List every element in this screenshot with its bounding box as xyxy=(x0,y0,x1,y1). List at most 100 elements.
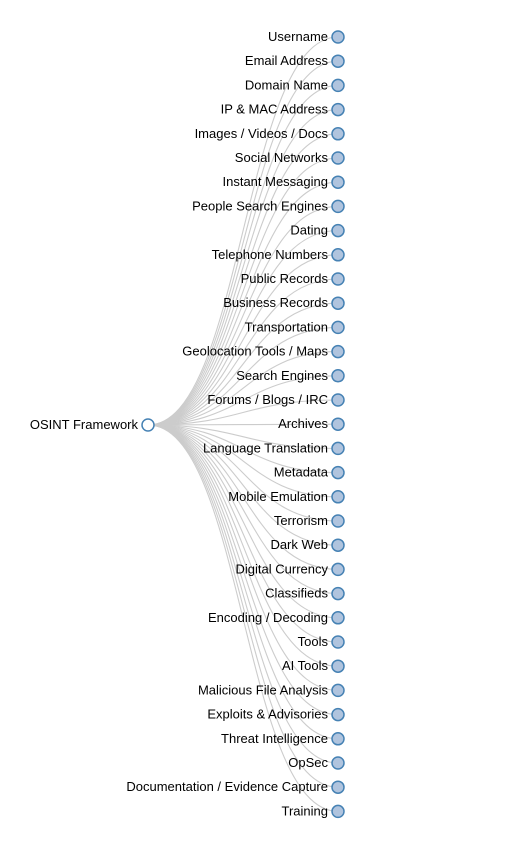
tree-node[interactable]: Social Networks xyxy=(235,150,345,165)
tree-node[interactable]: Forums / Blogs / IRC xyxy=(207,392,345,407)
tree-node-label[interactable]: Training xyxy=(282,803,328,818)
tree-node-circle[interactable] xyxy=(331,369,345,383)
tree-node-circle[interactable] xyxy=(331,562,345,577)
tree-node-circle[interactable] xyxy=(331,175,345,189)
tree-node[interactable]: Geolocation Tools / Maps xyxy=(182,344,345,359)
tree-node-label[interactable]: AI Tools xyxy=(282,658,329,673)
tree-node-circle[interactable] xyxy=(331,707,345,722)
tree-node[interactable]: Exploits & Advisories xyxy=(207,707,345,722)
tree-node[interactable]: IP & MAC Address xyxy=(221,102,345,117)
tree-node-label[interactable]: IP & MAC Address xyxy=(221,102,329,117)
tree-node-label[interactable]: Digital Currency xyxy=(236,561,329,576)
root-node-label[interactable]: OSINT Framework xyxy=(30,417,139,432)
tree-node-circle[interactable] xyxy=(331,780,345,794)
tree-node[interactable]: Malicious File Analysis xyxy=(198,682,345,698)
tree-node-label[interactable]: Malicious File Analysis xyxy=(198,682,329,697)
tree-node-circle[interactable] xyxy=(331,417,345,431)
tree-node-label[interactable]: Images / Videos / Docs xyxy=(195,126,329,141)
tree-node[interactable]: Telephone Numbers xyxy=(212,247,345,262)
tree-node-label[interactable]: Threat Intelligence xyxy=(221,731,328,746)
tree-node-circle[interactable] xyxy=(331,102,345,117)
tree-node[interactable]: Instant Messaging xyxy=(222,174,345,189)
tree-node-label[interactable]: Documentation / Evidence Capture xyxy=(126,779,328,794)
tree-node-circle[interactable] xyxy=(331,804,345,819)
tree-node-circle[interactable] xyxy=(331,538,345,552)
tree-node-label[interactable]: People Search Engines xyxy=(192,198,328,213)
tree-node-circle[interactable] xyxy=(331,586,345,601)
tree-node-label[interactable]: Domain Name xyxy=(245,77,328,92)
tree-node[interactable]: Search Engines xyxy=(236,368,345,383)
tree-node[interactable]: Metadata xyxy=(274,465,345,480)
tree-node[interactable]: Username xyxy=(268,29,345,44)
tree-node-label[interactable]: Language Translation xyxy=(203,440,328,455)
tree-node-circle[interactable] xyxy=(331,223,345,238)
tree-node-label[interactable]: Metadata xyxy=(274,465,329,480)
tree-node-circle[interactable] xyxy=(331,296,345,310)
tree-node-label[interactable]: Instant Messaging xyxy=(222,174,328,189)
tree-node-label[interactable]: Social Networks xyxy=(235,150,329,165)
tree-node-circle[interactable] xyxy=(331,248,345,262)
tree-node-circle[interactable] xyxy=(331,683,345,698)
tree-node[interactable]: Dark Web xyxy=(270,537,345,552)
tree-node-label[interactable]: Archives xyxy=(278,416,328,431)
tree-node-label[interactable]: Dating xyxy=(290,223,328,238)
tree-node[interactable]: Public Records xyxy=(241,271,345,286)
tree-node-circle[interactable] xyxy=(331,54,345,68)
tree-node-circle[interactable] xyxy=(331,635,345,649)
tree-node[interactable]: Domain Name xyxy=(245,77,345,93)
tree-node-circle[interactable] xyxy=(331,151,345,165)
tree-node-label[interactable]: Transportation xyxy=(245,319,328,334)
tree-node-circle[interactable] xyxy=(331,272,345,286)
tree-node[interactable]: Archives xyxy=(278,416,345,431)
tree-node[interactable]: Encoding / Decoding xyxy=(208,610,345,625)
tree-node[interactable]: Transportation xyxy=(245,319,345,335)
root-node-circle[interactable] xyxy=(141,418,155,432)
tree-node-label[interactable]: Public Records xyxy=(241,271,329,286)
tree-node-label[interactable]: Forums / Blogs / IRC xyxy=(207,392,328,407)
tree-node-circle[interactable] xyxy=(331,344,345,359)
tree-node-label[interactable]: Classifieds xyxy=(265,586,328,601)
tree-node[interactable]: Terrorism xyxy=(274,513,345,528)
tree-node-label[interactable]: Business Records xyxy=(223,295,328,310)
tree-node-label[interactable]: Mobile Emulation xyxy=(228,489,328,504)
tree-node[interactable]: Digital Currency xyxy=(236,561,345,577)
tree-node-label[interactable]: Terrorism xyxy=(274,513,328,528)
tree-node-label[interactable]: Tools xyxy=(298,634,329,649)
tree-node[interactable]: Dating xyxy=(290,223,345,238)
tree-node[interactable]: Classifieds xyxy=(265,586,345,601)
tree-node-label[interactable]: Search Engines xyxy=(236,368,328,383)
tree-node[interactable]: People Search Engines xyxy=(192,198,345,214)
tree-node[interactable]: Threat Intelligence xyxy=(221,731,345,746)
tree-node-circle[interactable] xyxy=(331,659,345,673)
tree-node[interactable]: Images / Videos / Docs xyxy=(195,126,345,141)
tree-node-circle[interactable] xyxy=(331,393,345,407)
tree-node-label[interactable]: Dark Web xyxy=(270,537,328,552)
tree-node[interactable]: Email Address xyxy=(245,53,345,68)
tree-node-circle[interactable] xyxy=(331,465,345,480)
tree-node-circle[interactable] xyxy=(331,611,345,625)
tree-node[interactable]: Business Records xyxy=(223,295,345,310)
tree-node-circle[interactable] xyxy=(331,490,345,504)
tree-node-label[interactable]: Geolocation Tools / Maps xyxy=(182,344,328,359)
tree-node[interactable]: AI Tools xyxy=(282,658,345,673)
tree-node-circle[interactable] xyxy=(331,320,345,335)
tree-node-circle[interactable] xyxy=(331,199,345,214)
tree-node-circle[interactable] xyxy=(331,30,345,44)
tree-node[interactable]: Mobile Emulation xyxy=(228,489,345,504)
tree-node[interactable]: OpSec xyxy=(288,755,345,770)
tree-node[interactable]: Documentation / Evidence Capture xyxy=(126,779,345,794)
tree-node[interactable]: Tools xyxy=(298,634,345,649)
tree-node-label[interactable]: OpSec xyxy=(288,755,328,770)
tree-node-label[interactable]: Email Address xyxy=(245,53,329,68)
tree-node-label[interactable]: Encoding / Decoding xyxy=(208,610,328,625)
tree-node[interactable]: Training xyxy=(282,803,345,819)
tree-node-label[interactable]: Username xyxy=(268,29,328,44)
tree-node-circle[interactable] xyxy=(331,756,345,770)
tree-node-label[interactable]: Telephone Numbers xyxy=(212,247,329,262)
tree-node[interactable]: Language Translation xyxy=(203,440,345,456)
tree-node-circle[interactable] xyxy=(331,514,345,528)
tree-node-label[interactable]: Exploits & Advisories xyxy=(207,707,328,722)
tree-node-circle[interactable] xyxy=(331,441,345,456)
tree-node-circle[interactable] xyxy=(331,732,345,746)
tree-node-circle[interactable] xyxy=(331,78,345,93)
